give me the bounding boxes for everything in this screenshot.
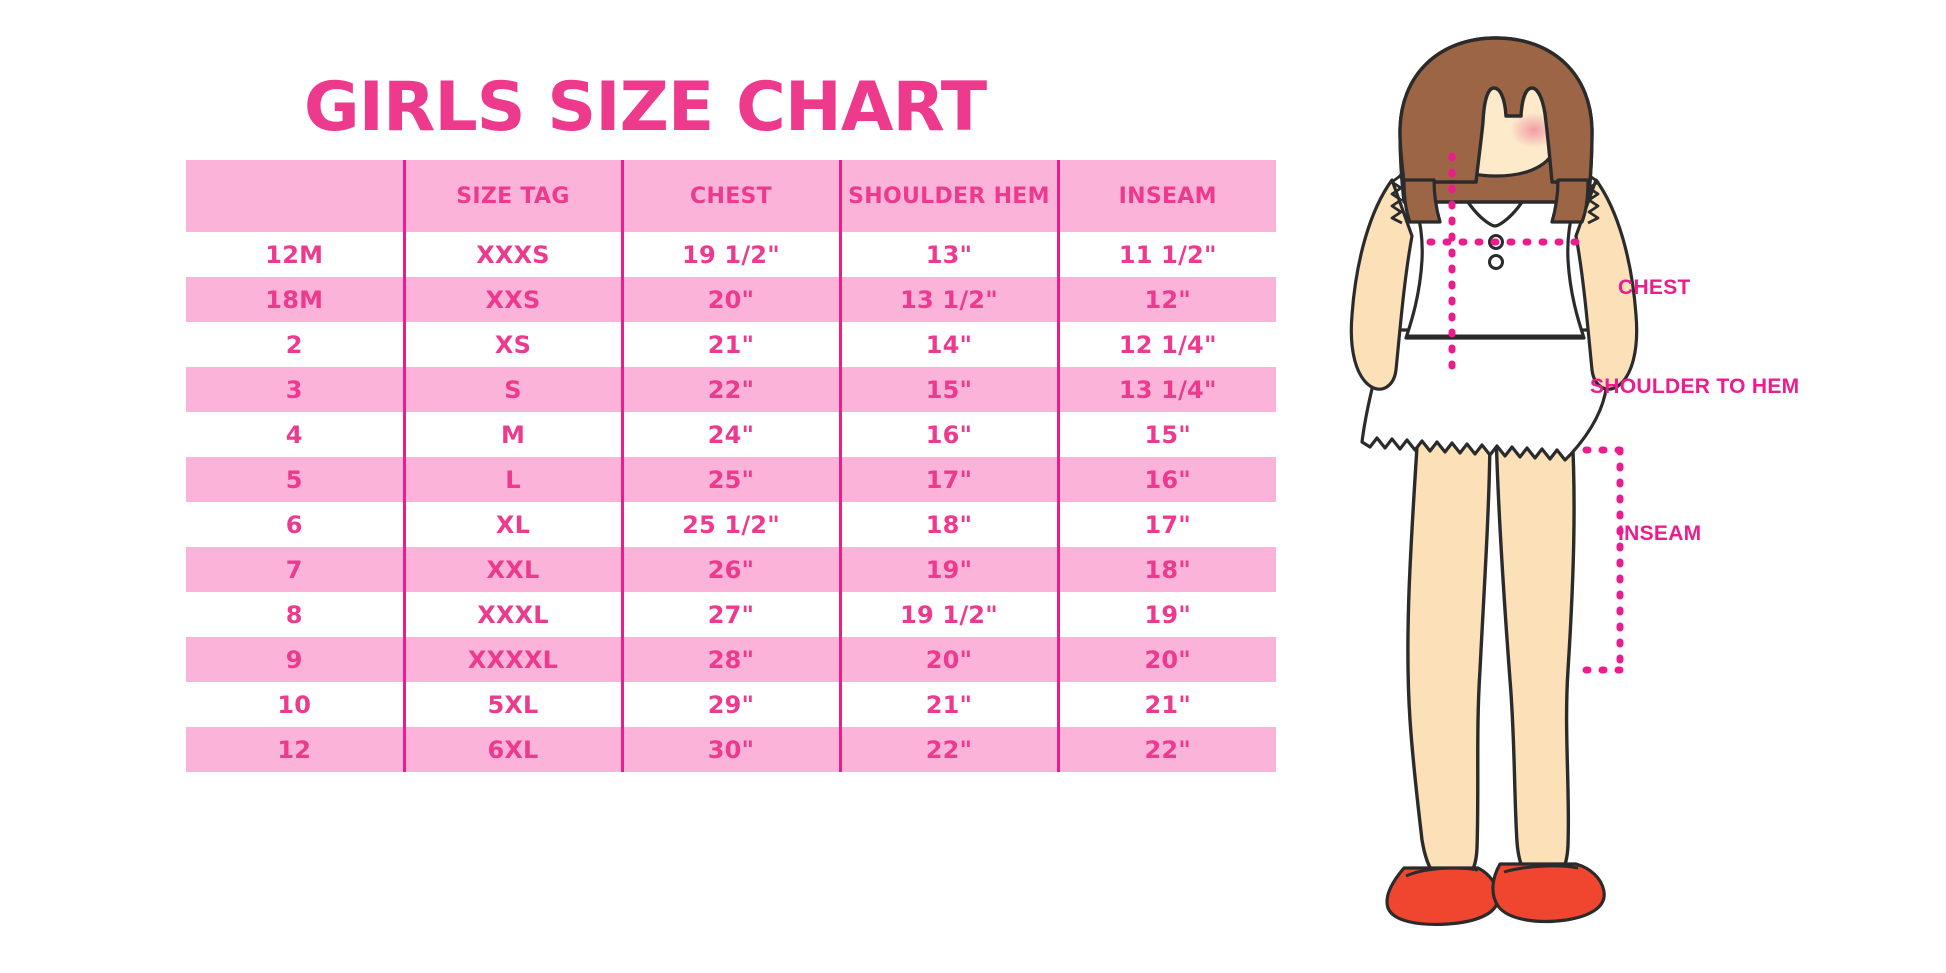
column-header-size <box>186 160 404 232</box>
cell-size: 12 <box>277 735 312 764</box>
cell-size: 8 <box>285 600 303 629</box>
cell-shoulder-hem: 16" <box>838 412 1058 457</box>
cell-chest: 20" <box>620 277 840 322</box>
column-header-size-tag: SIZE TAG <box>402 160 622 232</box>
cell-shoulder-hem: 17" <box>838 457 1058 502</box>
cell-size-tag: XXL <box>402 547 622 592</box>
button-lower <box>1488 254 1504 270</box>
cell-inseam: 21" <box>1056 682 1276 727</box>
cell-size-tag: XXXL <box>402 592 622 637</box>
cell-size: 7 <box>285 555 303 584</box>
cell-size: 10 <box>277 690 312 719</box>
cell-chest: 27" <box>620 592 840 637</box>
cell-chest: 25 1/2" <box>620 502 840 547</box>
cell-size: 18M <box>265 285 324 314</box>
table-row: 12M XXXS 19 1/2" 13" 11 1/2" <box>186 232 1276 277</box>
column-header-inseam: INSEAM <box>1056 160 1276 232</box>
cell-chest: 21" <box>620 322 840 367</box>
cell-inseam: 19" <box>1056 592 1276 637</box>
cell-chest: 19 1/2" <box>620 232 840 277</box>
cell-size-tag: XS <box>402 322 622 367</box>
column-header-chest: CHEST <box>620 160 840 232</box>
cell-inseam: 13 1/4" <box>1056 367 1276 412</box>
cell-size-tag: XXXXL <box>402 637 622 682</box>
table-row: 10 5XL 29" 21" 21" <box>186 682 1276 727</box>
cell-shoulder-hem: 19 1/2" <box>838 592 1058 637</box>
table-row: 9 XXXXL 28" 20" 20" <box>186 637 1276 682</box>
cell-shoulder-hem: 14" <box>838 322 1058 367</box>
cell-size: 9 <box>285 645 303 674</box>
cell-size: 5 <box>285 465 303 494</box>
table-row: 8 XXXL 27" 19 1/2" 19" <box>186 592 1276 637</box>
cell-chest: 29" <box>620 682 840 727</box>
cell-size-tag: 6XL <box>402 727 622 772</box>
table-row: 4 M 24" 16" 15" <box>186 412 1276 457</box>
inseam-measure-label: INSEAM <box>1618 522 1702 545</box>
skirt <box>1360 328 1609 462</box>
table-row: 6 XL 25 1/2" 18" 17" <box>186 502 1276 547</box>
head <box>1398 36 1594 224</box>
shoes <box>1385 862 1606 927</box>
column-header-shoulder-hem: SHOULDER HEM <box>838 160 1058 232</box>
table-row: 3 S 22" 15" 13 1/4" <box>186 367 1276 412</box>
legs <box>1406 428 1576 884</box>
cell-size-tag: S <box>402 367 622 412</box>
cell-size-tag: XL <box>402 502 622 547</box>
cell-chest: 28" <box>620 637 840 682</box>
table-body: 12M XXXS 19 1/2" 13" 11 1/2" 18M XXS 20" 13 1/2"… <box>186 232 1276 772</box>
cell-size: 6 <box>285 510 303 539</box>
cell-size: 12M <box>265 240 324 269</box>
page-title: GIRLS SIZE CHART <box>303 67 987 147</box>
cell-inseam: 12 1/4" <box>1056 322 1276 367</box>
cell-chest: 26" <box>620 547 840 592</box>
cell-chest: 25" <box>620 457 840 502</box>
cell-shoulder-hem: 13 1/2" <box>838 277 1058 322</box>
table-row: 7 XXL 26" 19" 18" <box>186 547 1276 592</box>
cell-inseam: 20" <box>1056 637 1276 682</box>
cell-shoulder-hem: 18" <box>838 502 1058 547</box>
cell-inseam: 15" <box>1056 412 1276 457</box>
cell-inseam: 16" <box>1056 457 1276 502</box>
cell-inseam: 17" <box>1056 502 1276 547</box>
cell-shoulder-hem: 13" <box>838 232 1058 277</box>
chest-measure-label: CHEST <box>1618 276 1691 299</box>
cell-size-tag: XXS <box>402 277 622 322</box>
cell-shoulder-hem: 22" <box>838 727 1058 772</box>
cell-size: 2 <box>285 330 303 359</box>
table-row: 5 L 25" 17" 16" <box>186 457 1276 502</box>
table-header-row: SIZE TAG CHEST SHOULDER HEM INSEAM <box>186 160 1276 232</box>
table-row: 2 XS 21" 14" 12 1/4" <box>186 322 1276 367</box>
size-table-container: SIZE TAG CHEST SHOULDER HEM INSEAM 12M XX… <box>186 160 1276 772</box>
cell-inseam: 18" <box>1056 547 1276 592</box>
arms <box>1349 178 1639 391</box>
cell-inseam: 12" <box>1056 277 1276 322</box>
shoulder-to-hem-measure-label: SHOULDER TO HEM <box>1590 375 1800 398</box>
cell-shoulder-hem: 19" <box>838 547 1058 592</box>
cell-shoulder-hem: 20" <box>838 637 1058 682</box>
cell-size-tag: 5XL <box>402 682 622 727</box>
illustration-area: CHEST SHOULDER TO HEM INSEAM <box>1300 30 1946 950</box>
girl-figure-illustration <box>1349 36 1639 927</box>
cell-inseam: 22" <box>1056 727 1276 772</box>
cell-chest: 22" <box>620 367 840 412</box>
cell-size: 3 <box>285 375 303 404</box>
cell-chest: 24" <box>620 412 840 457</box>
cell-chest: 30" <box>620 727 840 772</box>
table-row: 18M XXS 20" 13 1/2" 12" <box>186 277 1276 322</box>
table-header: SIZE TAG CHEST SHOULDER HEM INSEAM <box>186 160 1276 232</box>
cell-size-tag: M <box>402 412 622 457</box>
cell-shoulder-hem: 21" <box>838 682 1058 727</box>
size-table: SIZE TAG CHEST SHOULDER HEM INSEAM 12M XX… <box>186 160 1276 772</box>
table-row: 12 6XL 30" 22" 22" <box>186 727 1276 772</box>
cell-shoulder-hem: 15" <box>838 367 1058 412</box>
measurement-lines <box>1426 152 1624 674</box>
cell-size: 4 <box>285 420 303 449</box>
cell-size-tag: L <box>402 457 622 502</box>
cell-inseam: 11 1/2" <box>1056 232 1276 277</box>
cell-size-tag: XXXS <box>402 232 622 277</box>
